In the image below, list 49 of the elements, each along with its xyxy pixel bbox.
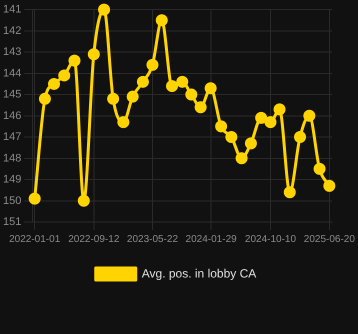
point	[28, 192, 41, 205]
x-tick-label: 2023-05-22	[126, 234, 178, 245]
point	[78, 194, 90, 207]
x-tick-label: 2024-10-10	[244, 234, 296, 245]
point	[225, 131, 238, 144]
point	[58, 69, 70, 82]
point	[126, 90, 139, 103]
point	[176, 76, 188, 88]
y-tick-label: 147	[2, 131, 22, 144]
point	[236, 152, 248, 164]
point	[88, 48, 100, 60]
point	[204, 82, 217, 94]
point	[284, 186, 296, 198]
x-tick-label: 2022-09-12	[68, 234, 120, 245]
point	[68, 54, 80, 67]
legend-label: Avg. pos. in lobby CA	[142, 266, 256, 280]
x-tick-label: 2022-01-01	[9, 234, 61, 245]
point	[98, 4, 110, 16]
point	[185, 88, 198, 101]
point	[156, 14, 168, 26]
x-tick-label: 2025-06-20	[304, 234, 356, 245]
point	[166, 80, 178, 92]
y-tick-label: 144	[2, 67, 22, 80]
point	[264, 116, 276, 128]
point	[48, 78, 60, 90]
point	[194, 101, 207, 114]
y-tick-label: 143	[2, 46, 22, 58]
point	[107, 92, 120, 105]
point	[117, 116, 130, 128]
point	[146, 58, 158, 71]
y-tick-label: 141	[2, 4, 22, 16]
point	[294, 131, 306, 144]
point	[314, 162, 326, 175]
y-tick-label: 151	[2, 216, 22, 228]
point	[255, 112, 268, 124]
point	[274, 103, 286, 116]
y-tick-label: 146	[2, 110, 22, 122]
y-tick-label: 148	[2, 152, 22, 164]
y-tick-label: 145	[2, 88, 22, 101]
y-tick-label: 150	[2, 194, 22, 207]
point	[215, 120, 228, 132]
point	[323, 180, 336, 192]
point	[136, 76, 149, 88]
x-tick-label: 2024-01-29	[186, 234, 238, 245]
point	[38, 92, 51, 105]
y-tick-label: 149	[2, 174, 22, 186]
y-tick-label: 142	[2, 24, 22, 37]
point	[244, 137, 257, 150]
point	[303, 110, 316, 122]
